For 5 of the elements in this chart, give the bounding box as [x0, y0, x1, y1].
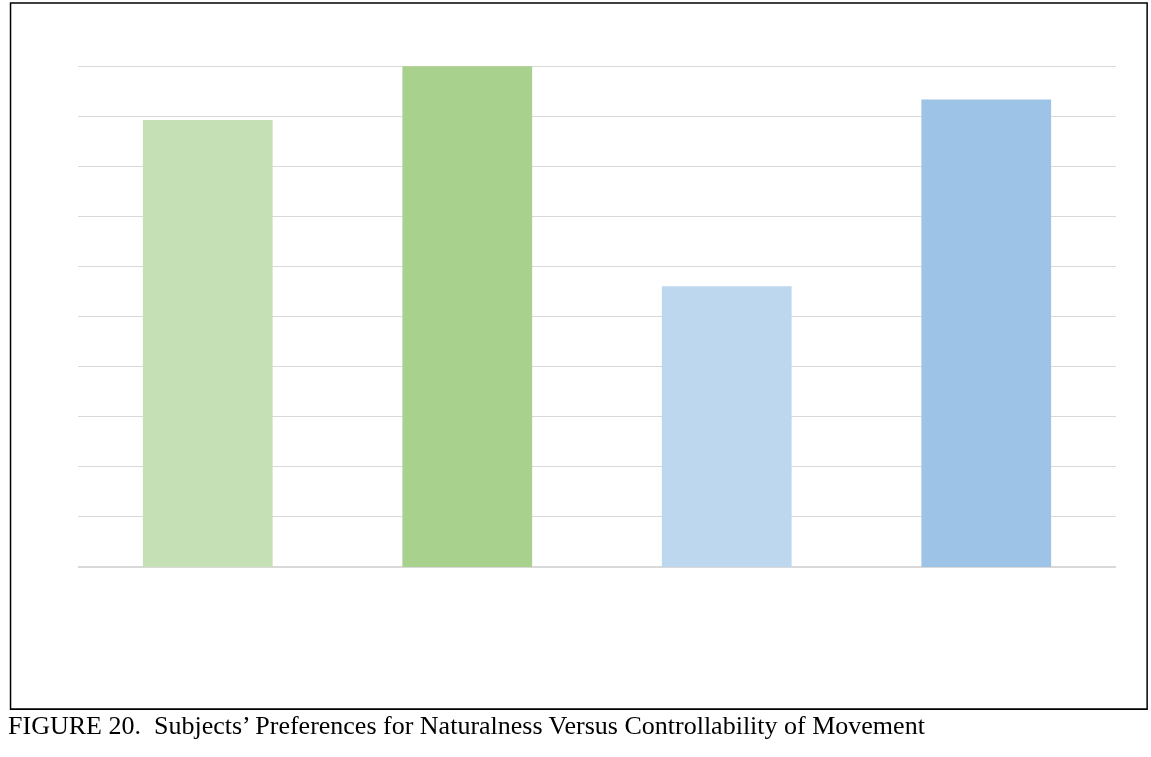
bar — [402, 66, 533, 567]
bar — [142, 119, 273, 567]
bar — [921, 99, 1052, 567]
text: FIGURE 20. Subjects’ Preferences for Naturalness Versus Controllability of Movement — [8, 711, 926, 741]
bar — [661, 286, 792, 567]
